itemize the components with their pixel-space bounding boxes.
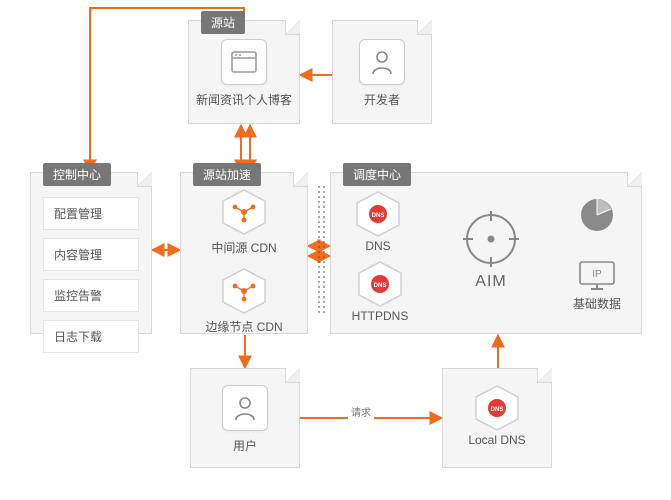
card-title-control: 控制中心 — [43, 163, 111, 186]
httpdns-block: DNS HTTPDNS — [343, 259, 417, 323]
monitor-icon: IP — [577, 259, 617, 293]
edge-label-request: 请求 — [348, 404, 374, 419]
httpdns-label: HTTPDNS — [352, 309, 409, 323]
edge-cdn-label: 边缘节点 CDN — [205, 318, 282, 335]
browser-icon — [221, 39, 267, 85]
developer-caption: 开发者 — [364, 91, 400, 108]
svg-text:IP: IP — [592, 269, 602, 280]
card-user: 用户 — [190, 368, 300, 468]
control-item: 监控告警 — [43, 279, 139, 312]
local-dns-caption: Local DNS — [468, 433, 525, 447]
diagram: 源站 新闻资讯个人博客 开发者 控制中心 配置管理 内容管理 监控告警 日志下载… — [0, 0, 671, 500]
basedata-label: 基础数据 — [573, 295, 621, 312]
svg-text:DNS: DNS — [374, 283, 387, 289]
hex-icon — [219, 187, 269, 237]
control-item: 配置管理 — [43, 197, 139, 230]
card-accel: 源站加速 中间源 CDN 边缘节点 CDN — [180, 172, 308, 334]
target-icon — [459, 207, 523, 271]
control-item: 日志下载 — [43, 320, 139, 353]
httpdns-hex-icon: DNS — [355, 259, 405, 309]
card-title-accel: 源站加速 — [193, 163, 261, 186]
source-caption: 新闻资讯个人博客 — [196, 91, 292, 108]
card-dispatch: 调度中心 DNS DNS DNS HTTPDNS AIM IP 基础数据 — [330, 172, 642, 334]
dns-hex-icon: DNS — [472, 383, 522, 433]
card-local-dns: DNS Local DNS — [442, 368, 552, 468]
card-source-station: 源站 新闻资讯个人博客 — [188, 20, 300, 124]
control-item: 内容管理 — [43, 238, 139, 271]
control-items: 配置管理 内容管理 监控告警 日志下载 — [31, 173, 151, 365]
svg-text:DNS: DNS — [372, 213, 385, 219]
pie-icon — [577, 195, 617, 240]
card-title-source: 源站 — [201, 11, 245, 34]
card-developer: 开发者 — [332, 20, 432, 124]
hex-icon — [219, 266, 269, 316]
mid-cdn-label: 中间源 CDN — [211, 239, 276, 256]
person-icon — [359, 39, 405, 85]
person-icon — [222, 385, 268, 431]
card-title-dispatch: 调度中心 — [343, 163, 411, 186]
user-caption: 用户 — [233, 437, 257, 454]
basedata-block: IP 基础数据 — [567, 259, 627, 312]
dns-hex-icon: DNS — [353, 189, 403, 239]
aim-label: AIM — [475, 273, 506, 291]
card-control-center: 控制中心 配置管理 内容管理 监控告警 日志下载 — [30, 172, 152, 334]
dns-label: DNS — [365, 239, 390, 253]
dns-block: DNS DNS — [353, 189, 403, 253]
aim-block: AIM — [459, 207, 523, 291]
svg-text:DNS: DNS — [491, 407, 504, 413]
